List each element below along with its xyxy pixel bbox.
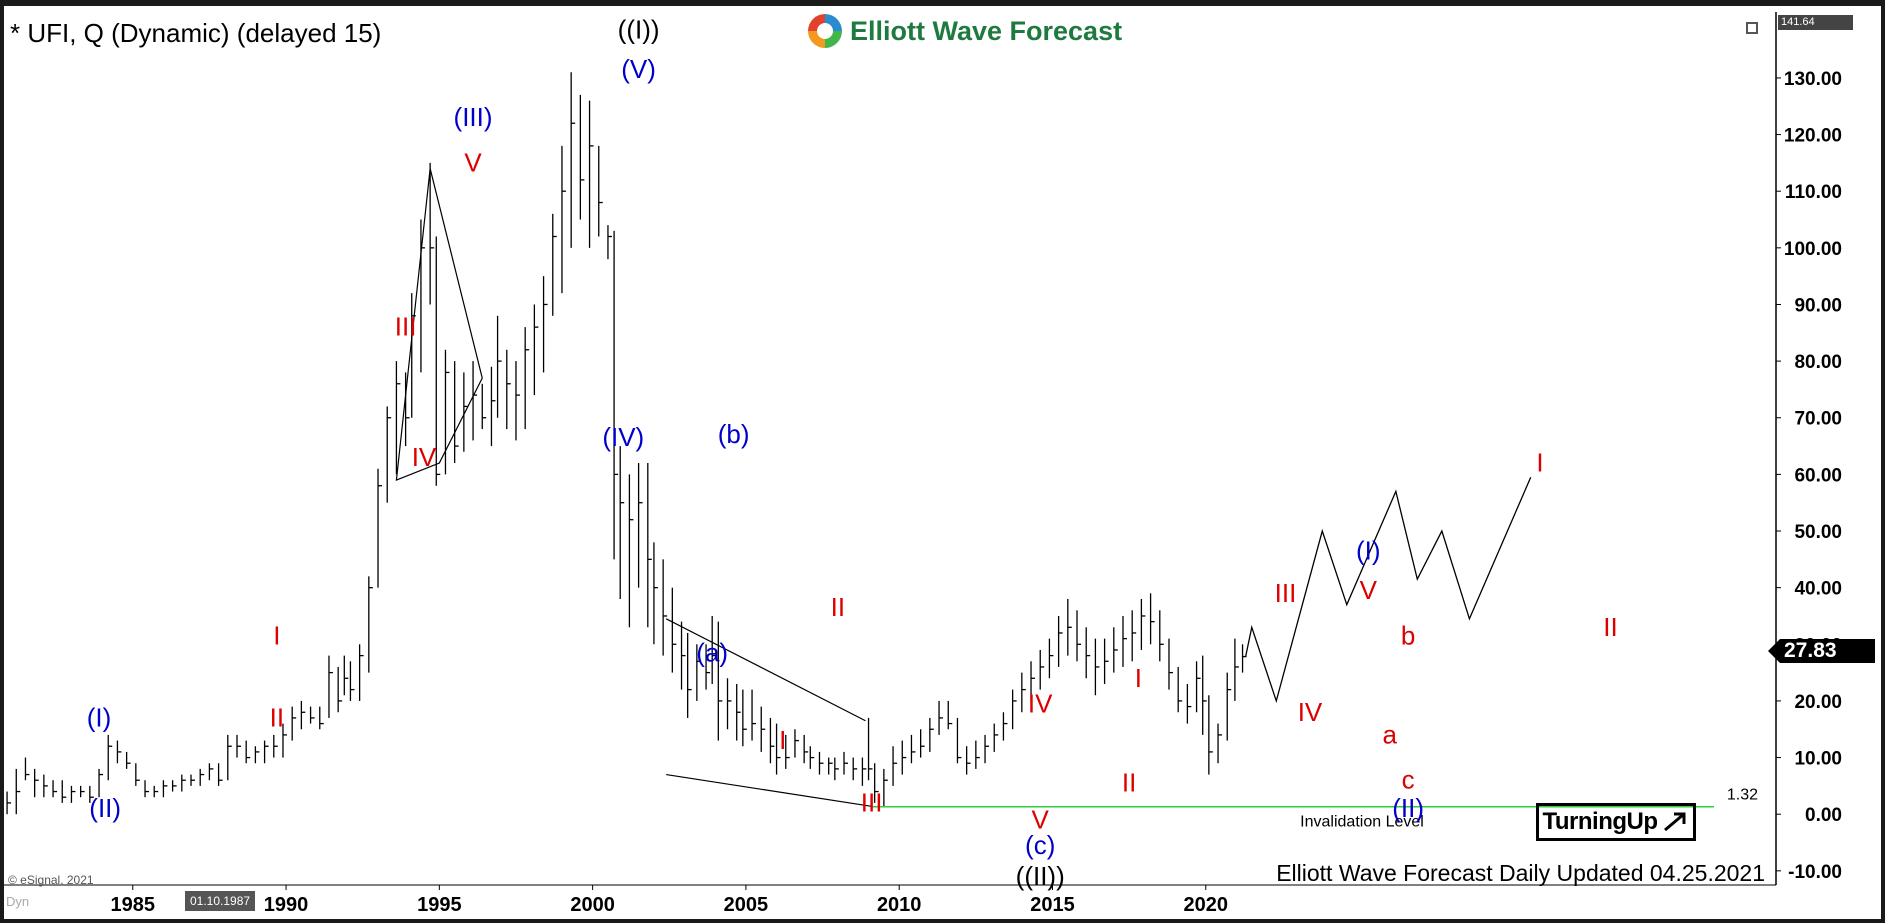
y-tick-label: 100.00 xyxy=(1784,239,1842,260)
wave-label: (c) xyxy=(1025,830,1055,860)
wave-label: ((I)) xyxy=(618,14,660,44)
top-value-tag: 141.64 xyxy=(1778,15,1853,30)
wave-label: c xyxy=(1402,765,1415,795)
arrow-up-right-icon xyxy=(1663,812,1686,832)
wave-label: (I) xyxy=(1356,535,1381,565)
logo-text: Elliott Wave Forecast xyxy=(850,15,1123,46)
wave-line xyxy=(395,168,483,481)
wave-label: II xyxy=(270,702,284,732)
y-tick-label: 60.00 xyxy=(1794,465,1842,486)
y-tick-label: 120.00 xyxy=(1784,126,1842,147)
symbol-title: * UFI, Q (Dynamic) (delayed 15) xyxy=(10,18,382,48)
copyright: © eSignal, 2021 xyxy=(8,873,94,887)
y-tick-label: -10.00 xyxy=(1788,862,1842,883)
wave-label: (II) xyxy=(89,793,121,823)
x-tick-label: 1990 xyxy=(264,894,309,916)
wave-label: V xyxy=(464,147,482,177)
plot-area xyxy=(4,12,1777,886)
turning-up-text: TurningUp xyxy=(1542,808,1658,835)
x-tick-label: 2000 xyxy=(570,894,615,916)
turning-up-badge: TurningUp xyxy=(1536,803,1696,841)
invalidation-value: 1.32 xyxy=(1727,787,1758,804)
cursor-date: 01.10.1987 xyxy=(185,891,256,911)
y-tick-label: 110.00 xyxy=(1785,182,1842,203)
wave-label: I xyxy=(1536,448,1543,478)
wave-label: b xyxy=(1401,620,1415,650)
wave-label: (II) xyxy=(1392,793,1424,823)
y-tick-label: 10.00 xyxy=(1794,749,1842,770)
wave-label: V xyxy=(1032,804,1050,834)
wave-line xyxy=(666,773,875,808)
wave-label: (III) xyxy=(454,102,493,132)
y-tick-label: 90.00 xyxy=(1794,295,1842,316)
update-note: Elliott Wave Forecast Daily Updated 04.2… xyxy=(1276,860,1765,886)
x-tick-label: 2005 xyxy=(724,894,769,916)
wave-label: V xyxy=(1360,575,1378,605)
dyn-label: Dyn xyxy=(6,894,30,909)
x-tick-label: 2020 xyxy=(1184,894,1229,916)
x-tick-label: 1995 xyxy=(417,894,462,916)
wave-label: (a) xyxy=(696,637,728,667)
wave-label: II xyxy=(1603,612,1617,642)
wave-label: IV xyxy=(1298,697,1323,727)
wave-label: I xyxy=(273,620,280,650)
wave-label: (IV) xyxy=(602,422,644,452)
wave-label: III xyxy=(395,312,417,342)
y-tick-label: 0.00 xyxy=(1805,805,1842,826)
wave-label: (V) xyxy=(621,54,656,84)
invalidation-text: Invalidation Level xyxy=(1300,814,1424,831)
y-tick-label: 50.00 xyxy=(1794,522,1842,543)
wave-lines xyxy=(395,168,875,808)
x-tick-label: 1985 xyxy=(111,894,156,916)
wave-label: IV xyxy=(1028,688,1053,718)
wave-label: I xyxy=(1135,663,1142,693)
logo: Elliott Wave Forecast xyxy=(808,14,1122,48)
y-tick-label: 70.00 xyxy=(1794,409,1842,430)
y-tick-label: 80.00 xyxy=(1794,352,1842,373)
wave-label: I xyxy=(779,725,786,755)
y-tick-label: 130.00 xyxy=(1784,69,1842,90)
wave-label: III xyxy=(1275,578,1297,608)
maximize-icon[interactable] xyxy=(1746,22,1758,34)
wave-labels: (I)(II)IIIIIIIV(III)V(IV)((I))(V)(b)(a)I… xyxy=(87,14,1618,891)
invalidation-line: 1.32 Invalidation Level xyxy=(871,787,1758,831)
wave-label: a xyxy=(1382,719,1397,749)
y-tick-label: 40.00 xyxy=(1794,579,1842,600)
projection-line xyxy=(1244,476,1532,704)
wave-label: II xyxy=(1122,768,1136,798)
y-tick-label: 20.00 xyxy=(1794,692,1842,713)
x-tick-label: 2015 xyxy=(1030,894,1075,916)
wave-label: (b) xyxy=(718,419,750,449)
wave-label: II xyxy=(831,592,845,622)
wave-label: ((II)) xyxy=(1016,861,1065,891)
x-tick-label: 2010 xyxy=(877,894,922,916)
projection-path xyxy=(1244,476,1532,704)
y-axis: -10.000.0010.0020.0030.0040.0050.0060.00… xyxy=(1776,69,1842,883)
last-price-tag: 27.83 xyxy=(1768,639,1875,663)
wave-label: (I) xyxy=(87,702,112,732)
logo-mark-icon xyxy=(808,14,842,48)
wave-label: III xyxy=(861,787,883,817)
wave-label: IV xyxy=(412,442,437,472)
x-axis: 1985 1990 1995 2000 2005 2010 2015 2020 xyxy=(111,885,1229,916)
wave-line xyxy=(665,618,866,722)
price-bars xyxy=(6,72,1247,815)
